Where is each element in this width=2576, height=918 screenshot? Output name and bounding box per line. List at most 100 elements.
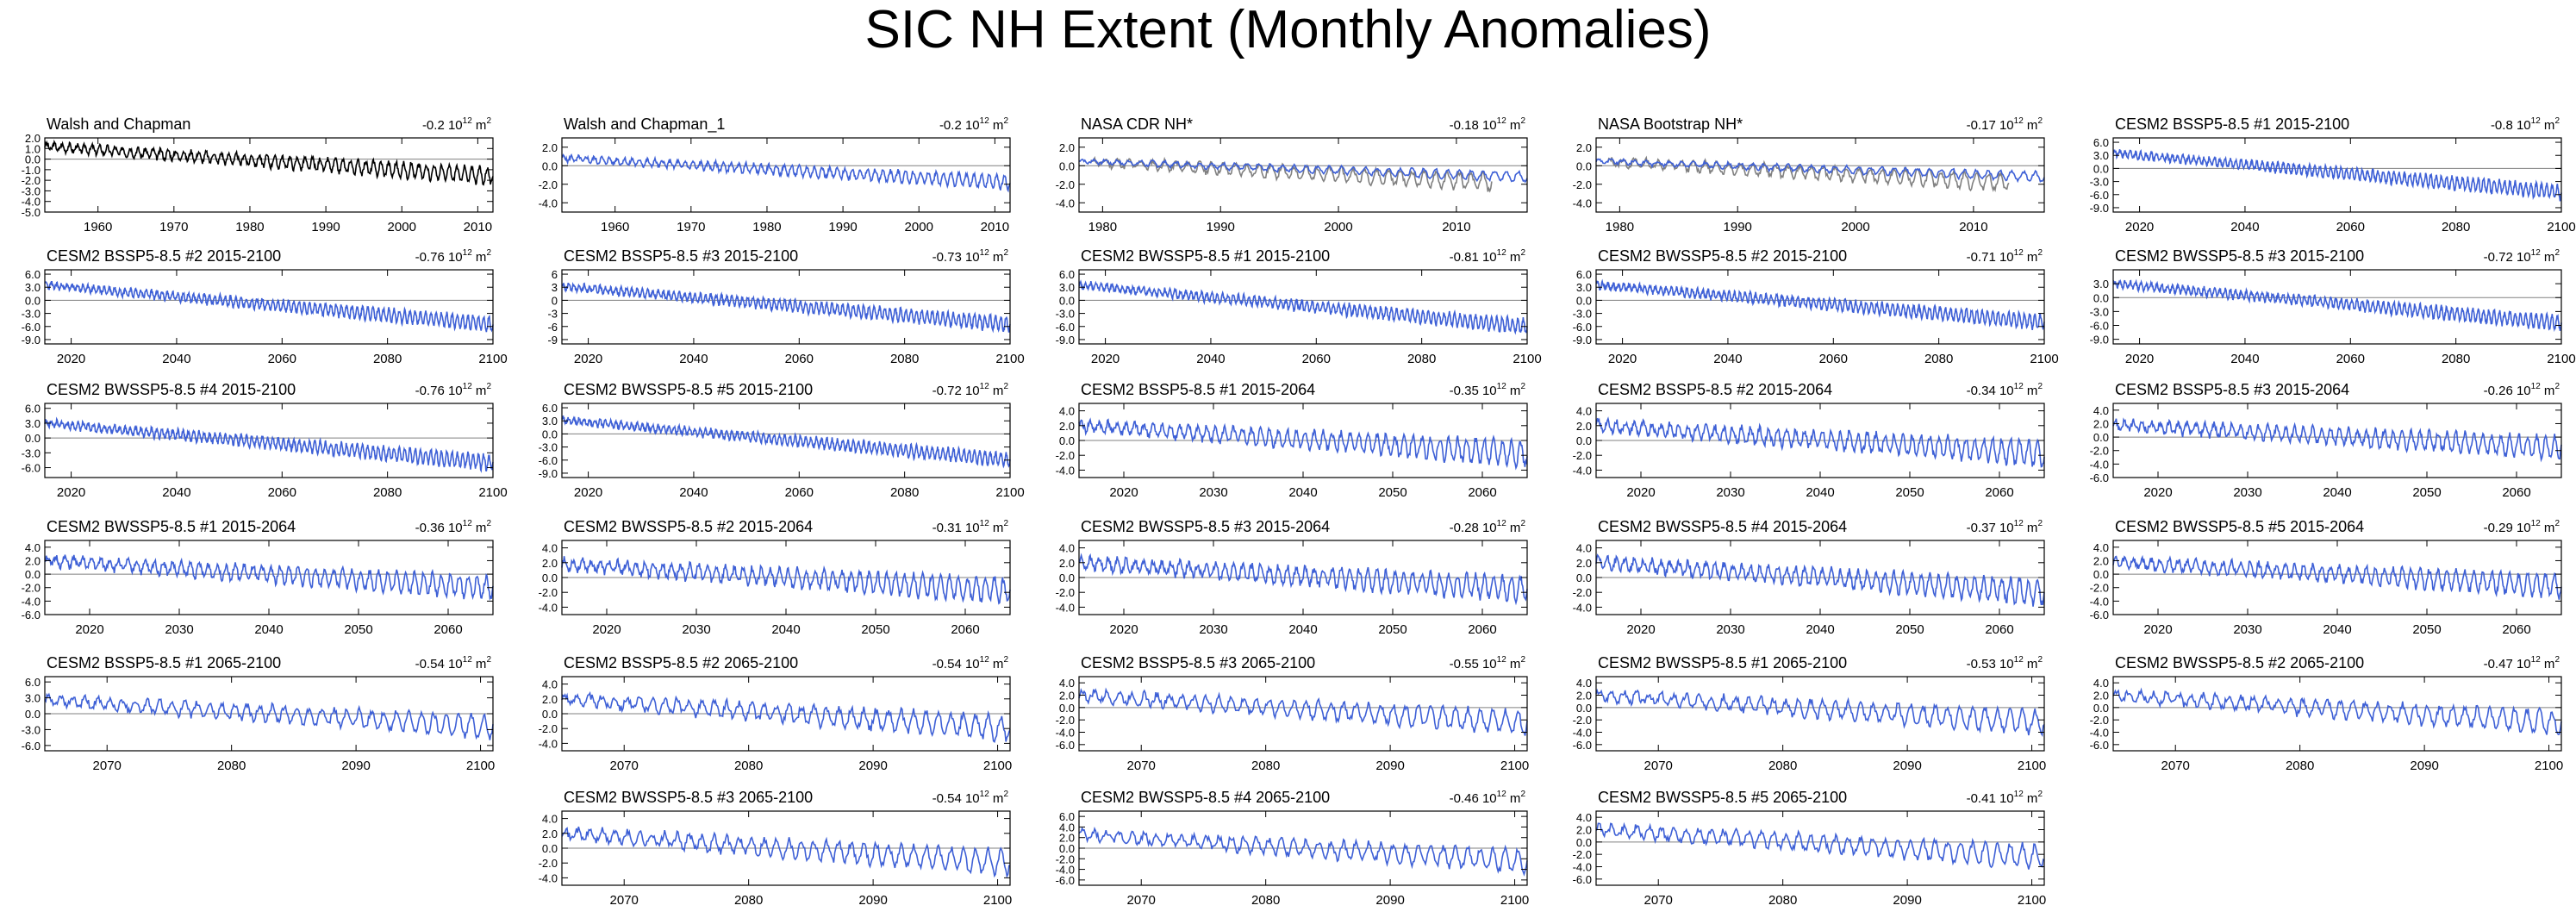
panel-annotation: -0.54 1012 m2 [415,655,492,671]
panel-title: CESM2 BWSSP5-8.5 #2 2065-2100 [2115,654,2364,671]
series-line [44,692,494,740]
annotation-unit: 10 [448,250,463,265]
x-tick-label: 2060 [1985,485,2013,500]
annotation-unit-exponent-2: 2 [1003,655,1008,665]
annotation-unit-tail: m [2024,657,2038,671]
x-tick-label: 2060 [785,485,814,500]
annotation-unit-tail: m [989,118,1004,133]
annotation-unit-tail: m [2541,384,2555,398]
y-tick-label: -2.0 [539,178,558,191]
chart-panel: CESM2 BSSP5-8.5 #2 2015-2100 -0.76 1012 m… [22,247,508,366]
x-tick-label: 2090 [341,759,370,773]
annotation-unit: 10 [448,384,463,398]
panel-title: CESM2 BWSSP5-8.5 #4 2065-2100 [1081,789,1330,806]
y-tick-label: -2.0 [1056,714,1075,727]
annotation-value: -0.47 [2484,657,2517,671]
x-tick-label: 2020 [2143,622,2172,637]
y-tick-label: 2.0 [542,827,558,840]
y-tick-label: -6.0 [2090,189,2109,202]
annotation-unit: 10 [448,118,463,133]
annotation-unit-exponent: 12 [2014,655,2024,665]
panel-annotation: -0.47 1012 m2 [2484,655,2560,671]
y-tick-label: -9.0 [1056,334,1075,347]
x-tick-label: 2020 [2143,485,2172,500]
annotation-value: -0.29 [2484,521,2517,535]
annotation-unit-exponent: 12 [2014,116,2024,126]
plot-frame [1078,676,1528,752]
chart-panel: CESM2 BSSP5-8.5 #2 2065-2100 -0.54 1012 m… [539,654,1013,773]
x-tick-label: 2060 [951,622,979,637]
y-tick-label: 1.0 [25,142,41,155]
panel-annotation: -0.36 1012 m2 [415,519,492,535]
annotation-unit: 10 [1999,250,2014,265]
annotation-unit-exponent-2: 2 [2037,790,2043,799]
annotation-unit-exponent: 12 [2531,248,2542,258]
annotation-unit-exponent: 12 [463,116,473,126]
y-tick-label: -2.0 [1056,852,1075,865]
x-tick-label: 2040 [1806,485,1834,500]
annotation-unit-tail: m [2024,791,2038,806]
panel-annotation: -0.54 1012 m2 [932,655,1009,671]
x-tick-label: 2100 [2030,352,2058,366]
chart-panel: CESM2 BWSSP5-8.5 #1 2015-2100 -0.81 1012 … [1056,247,1542,366]
x-tick-label: 2100 [478,485,507,500]
y-tick-label: 4.0 [542,678,558,691]
annotation-unit: 10 [965,791,980,806]
x-tick-label: 2080 [1768,893,1797,908]
annotation-value: -0.2 [422,118,448,133]
annotation-unit: 10 [1999,118,2014,133]
annotation-unit: 10 [1482,791,1497,806]
x-tick-label: 2040 [679,352,708,366]
annotation-unit-tail: m [2024,250,2038,265]
y-tick-label: 3.0 [1059,281,1075,294]
y-tick-label: 0.0 [1059,294,1075,307]
x-tick-label: 1990 [1724,220,1752,234]
x-tick-label: 2090 [1893,893,1921,908]
annotation-unit: 10 [2517,521,2531,535]
y-tick-label: -2.0 [539,586,558,599]
panel-title: CESM2 BWSSP5-8.5 #4 2015-2064 [1598,518,1847,535]
y-tick-label: -9.0 [2090,334,2109,347]
y-tick-label: -4.0 [1056,464,1075,477]
x-tick-label: 2040 [1806,622,1834,637]
x-tick-label: 2000 [1324,220,1352,234]
x-tick-label: 2100 [995,352,1024,366]
plot-frame [2112,676,2562,752]
x-tick-label: 2030 [1716,485,1744,500]
annotation-unit-tail: m [989,521,1004,535]
x-tick-label: 2040 [2230,220,2259,234]
y-tick-label: -4.0 [2090,595,2109,608]
y-tick-label: 2.0 [1059,557,1075,570]
y-tick-label: 3.0 [2093,278,2109,290]
y-tick-label: -6.0 [2090,739,2109,752]
y-tick-label: 4.0 [1576,677,1592,690]
chart-panel: CESM2 BSSP5-8.5 #3 2065-2100 -0.55 1012 m… [1056,654,1530,773]
y-tick-label: -4.0 [1056,197,1075,209]
chart-panel: CESM2 BSSP5-8.5 #1 2065-2100 -0.54 1012 m… [22,654,496,773]
plot-frame [1078,269,1528,345]
annotation-unit-exponent-2: 2 [486,116,491,126]
x-tick-label: 2100 [1513,352,1541,366]
y-tick-label: 0.0 [2093,291,2109,304]
panel-annotation: -0.72 1012 m2 [2484,248,2560,265]
x-tick-label: 2020 [2125,352,2154,366]
annotation-value: -0.46 [1450,791,1482,806]
annotation-unit-exponent-2: 2 [2554,655,2560,665]
y-tick-label: 6 [552,268,558,281]
plot-frame [1595,676,2045,752]
chart-panel: CESM2 BSSP5-8.5 #1 2015-2100 -0.8 1012 m2… [2090,116,2576,234]
annotation-value: -0.31 [932,521,965,535]
annotation-unit-tail: m [472,250,487,265]
series-line [1595,553,2045,607]
x-tick-label: 2030 [2233,622,2261,637]
y-tick-label: -1.0 [22,164,41,177]
y-tick-label: 0.0 [1576,702,1592,715]
y-tick-label: -6.0 [2090,471,2109,484]
annotation-unit-exponent-2: 2 [486,655,491,665]
annotation-value: -0.34 [1967,384,1999,398]
chart-panel: CESM2 BWSSP5-8.5 #4 2065-2100 -0.46 1012 … [1056,789,1530,908]
x-tick-label: 1990 [311,220,340,234]
chart-panel: CESM2 BWSSP5-8.5 #4 2015-2064 -0.37 1012 … [1573,518,2045,637]
chart-panel: CESM2 BSSP5-8.5 #1 2015-2064 -0.35 1012 m… [1056,381,1528,500]
y-tick-label: -4.0 [1573,464,1592,477]
